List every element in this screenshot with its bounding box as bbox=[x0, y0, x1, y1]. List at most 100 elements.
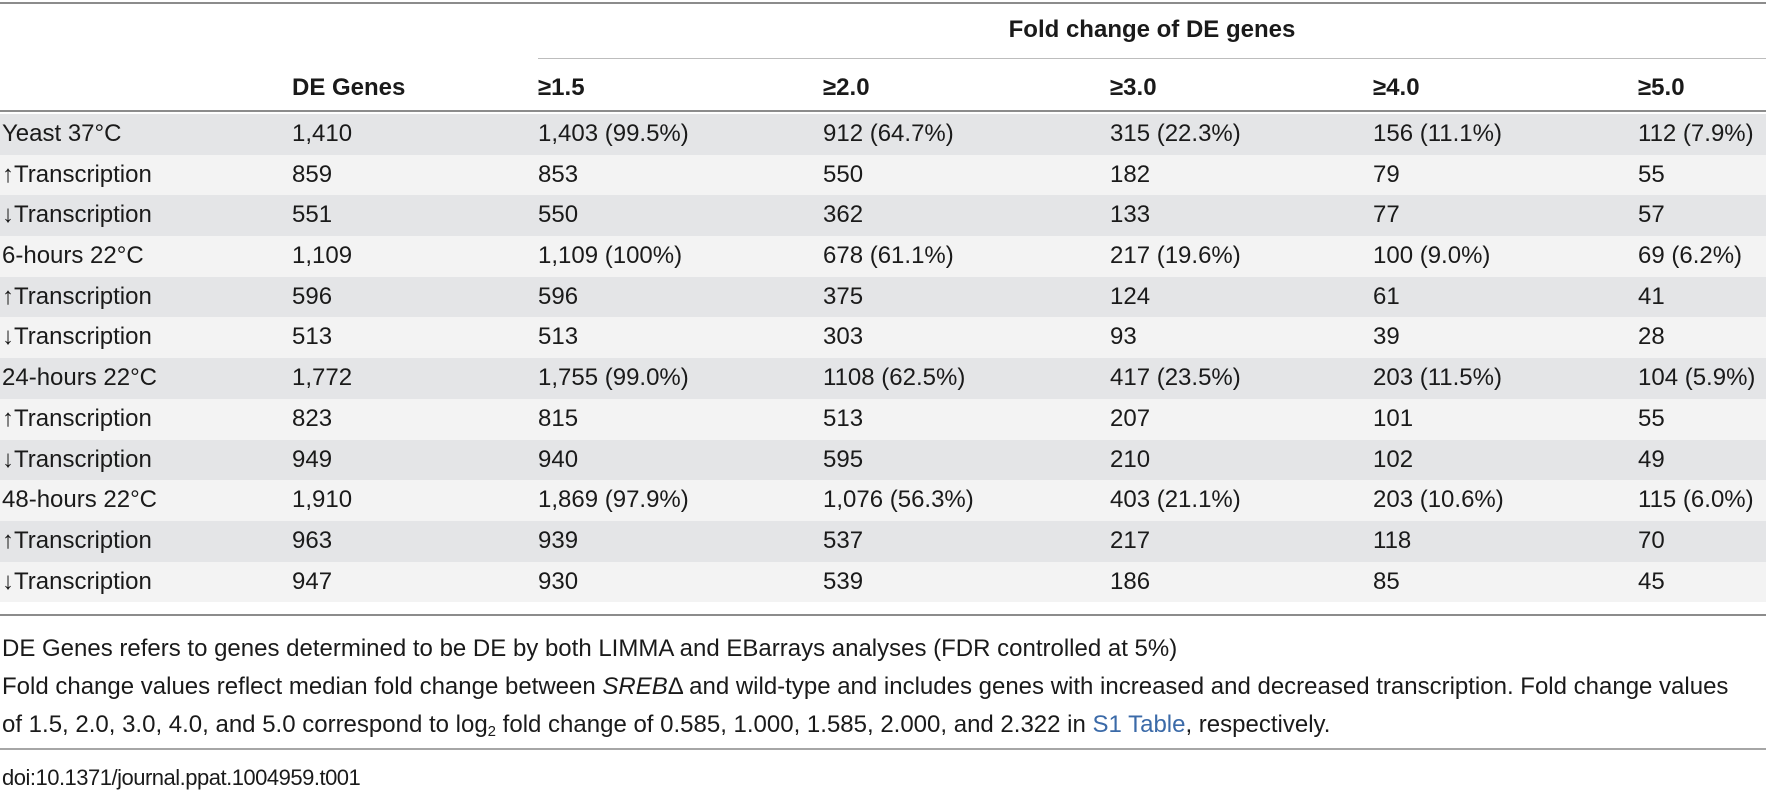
table-row: 48-hours 22°C 1,910 1,869 (97.9%) 1,076 (56… bbox=[0, 480, 1766, 521]
row-label: ↓Transcription bbox=[2, 445, 152, 473]
row-label: ↑Transcription bbox=[2, 526, 152, 554]
top-rule bbox=[0, 2, 1766, 4]
table-cell: 39 bbox=[1373, 323, 1400, 351]
row-label: ↑Transcription bbox=[2, 282, 152, 310]
table-cell: 823 bbox=[292, 404, 333, 432]
table-cell: 539 bbox=[823, 567, 864, 595]
row-label: ↓Transcription bbox=[2, 323, 152, 351]
table-cell: 182 bbox=[1110, 160, 1151, 188]
row-label: ↓Transcription bbox=[2, 201, 152, 229]
note-text: fold change of 0.585, 1.000, 1.585, 2.00… bbox=[496, 711, 1093, 738]
table-cell: 124 bbox=[1110, 282, 1151, 310]
table-cell: 417 (23.5%) bbox=[1110, 364, 1241, 392]
table-body: Yeast 37°C 1,410 1,403 (99.5%) 912 (64.7%) 3… bbox=[0, 114, 1766, 603]
table-cell: 513 bbox=[823, 404, 864, 432]
note-de-genes: DE Genes refers to genes determined to b… bbox=[2, 635, 1178, 662]
table-cell: 203 (10.6%) bbox=[1373, 486, 1504, 514]
table-cell: 79 bbox=[1373, 160, 1400, 188]
table-cell: 217 (19.6%) bbox=[1110, 242, 1241, 270]
doi-label: doi:10.1371/journal.ppat.1004959.t001 bbox=[2, 765, 361, 790]
table-cell: 853 bbox=[538, 160, 579, 188]
table-cell: 550 bbox=[823, 160, 864, 188]
table-cell: 403 (21.1%) bbox=[1110, 486, 1241, 514]
table-cell: 118 bbox=[1373, 526, 1412, 554]
table-cell: 315 (22.3%) bbox=[1110, 120, 1241, 147]
table-cell: 930 bbox=[538, 567, 579, 595]
table-cell: 28 bbox=[1638, 323, 1665, 351]
table-cell: 912 (64.7%) bbox=[823, 120, 954, 147]
table-cell: 102 bbox=[1373, 445, 1414, 473]
table-cell: 949 bbox=[292, 445, 333, 473]
table-cell: 45 bbox=[1638, 567, 1665, 595]
table-cell: 963 bbox=[292, 526, 333, 554]
table-cell: 55 bbox=[1638, 160, 1665, 188]
table-cell: 61 bbox=[1373, 282, 1400, 310]
row-label: ↑Transcription bbox=[2, 160, 152, 188]
table-cell: 49 bbox=[1638, 445, 1665, 473]
table-notes: DE Genes refers to genes determined to b… bbox=[2, 630, 1742, 744]
table-cell: 815 bbox=[538, 404, 579, 432]
table-cell: 217 bbox=[1110, 526, 1151, 554]
row-label: ↓Transcription bbox=[2, 567, 152, 595]
table-cell: 115 (6.0%) bbox=[1638, 486, 1754, 514]
row-label: Yeast 37°C bbox=[2, 120, 122, 147]
note-text: Δ and wild-type and includes genes with … bbox=[2, 673, 1729, 738]
group-header-rule bbox=[538, 58, 1766, 59]
table-cell: 947 bbox=[292, 567, 333, 595]
bottom-rule bbox=[0, 614, 1766, 616]
table-row: ↑Transcription 963 939 537 217 118 70 bbox=[0, 520, 1766, 562]
table-cell: 1,772 bbox=[292, 364, 353, 392]
table-cell: 203 (11.5%) bbox=[1373, 364, 1502, 392]
table-cell: 77 bbox=[1373, 201, 1400, 229]
table-row: 24-hours 22°C 1,772 1,755 (99.0%) 1108 (62.… bbox=[0, 358, 1766, 399]
table-cell: 186 bbox=[1110, 567, 1151, 595]
table-cell: 596 bbox=[292, 282, 333, 310]
column-header-4-0: ≥4.0 bbox=[1373, 74, 1420, 101]
row-label: 24-hours 22°C bbox=[2, 364, 158, 392]
table-cell: 678 (61.1%) bbox=[823, 242, 954, 270]
table-cell: 210 bbox=[1110, 445, 1151, 473]
row-label: ↑Transcription bbox=[2, 404, 152, 432]
column-header-2-0: ≥2.0 bbox=[823, 74, 870, 101]
table-row: ↓Transcription 513 513 303 93 39 28 bbox=[0, 317, 1766, 359]
note-text: Fold change values reflect median fold c… bbox=[2, 673, 603, 700]
s1-table-link[interactable]: S1 Table bbox=[1092, 711, 1186, 738]
table-cell: 375 bbox=[823, 282, 864, 310]
table-cell: 362 bbox=[823, 201, 864, 229]
table-cell: 595 bbox=[823, 445, 864, 473]
table-cell: 55 bbox=[1638, 404, 1665, 432]
table-cell: 1108 (62.5%) bbox=[823, 364, 966, 392]
table-cell: 101 bbox=[1373, 404, 1414, 432]
table-cell: 41 bbox=[1638, 282, 1665, 310]
table-cell: 156 (11.1%) bbox=[1373, 120, 1502, 147]
table-cell: 69 (6.2%) bbox=[1638, 242, 1743, 270]
table-cell: 1,109 bbox=[292, 242, 353, 270]
row-label: 6-hours 22°C bbox=[2, 242, 144, 270]
table-cell: 513 bbox=[538, 323, 579, 351]
column-header-de-genes: DE Genes bbox=[292, 74, 406, 101]
table-cell: 104 (5.9%) bbox=[1638, 364, 1756, 392]
table-cell: 1,403 (99.5%) bbox=[538, 120, 689, 147]
table-cell: 57 bbox=[1638, 201, 1665, 229]
table-cell: 513 bbox=[292, 323, 333, 351]
table-cell: 537 bbox=[823, 526, 864, 554]
table-row: ↓Transcription 551 550 362 133 77 57 bbox=[0, 195, 1766, 237]
table-row: 6-hours 22°C 1,109 1,109 (100%) 678 (61.1%)… bbox=[0, 236, 1766, 277]
table-cell: 596 bbox=[538, 282, 579, 310]
table-cell: 939 bbox=[538, 526, 579, 554]
table-cell: 1,755 (99.0%) bbox=[538, 364, 689, 392]
row-label: 48-hours 22°C bbox=[2, 486, 158, 514]
table-cell: 93 bbox=[1110, 323, 1137, 351]
footer-rule bbox=[0, 748, 1766, 750]
note-text: , respectively. bbox=[1185, 711, 1331, 738]
table-cell: 1,910 bbox=[292, 486, 353, 514]
column-header-5-0: ≥5.0 bbox=[1638, 74, 1685, 101]
table-cell: 940 bbox=[538, 445, 579, 473]
note-fold-change: Fold change values reflect median fold c… bbox=[2, 668, 1742, 744]
group-header: Fold change of DE genes bbox=[1008, 16, 1296, 43]
table-row: ↓Transcription 947 930 539 186 85 45 bbox=[0, 561, 1766, 603]
table-cell: 85 bbox=[1373, 567, 1400, 595]
table-cell: 550 bbox=[538, 201, 579, 229]
table-cell: 207 bbox=[1110, 404, 1151, 432]
note-gene-name: SREB bbox=[602, 673, 668, 700]
